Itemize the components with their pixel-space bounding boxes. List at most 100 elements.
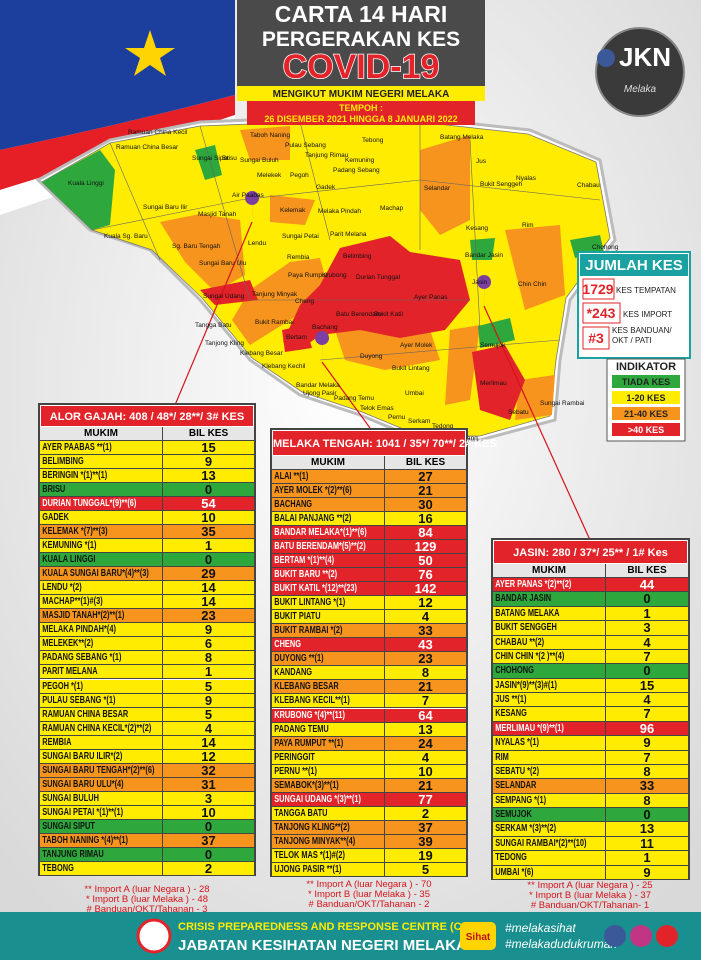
- case-count: 9: [605, 865, 688, 880]
- mukim-name: KUALA SUNGAI BARU*(4)**(3): [42, 568, 149, 580]
- footer-bar: [0, 912, 701, 960]
- case-count: 3: [162, 791, 254, 806]
- mukim-cell: BUKIT SENGGEH: [493, 621, 605, 636]
- case-count: 29: [162, 567, 254, 582]
- instagram-icon[interactable]: [630, 925, 652, 947]
- mukim-name: KLEBANG BESAR: [274, 681, 339, 693]
- case-count: 7: [605, 707, 688, 722]
- case-count: 21: [384, 680, 466, 695]
- map-label: Cheng: [295, 298, 315, 305]
- mukim-cell: KRUBONG *(4)**(11): [272, 708, 384, 723]
- mukim-cell: PULAU SEBANG *(1): [40, 693, 162, 708]
- mukim-cell: DURIAN TUNGGAL*(9)**(6): [40, 497, 162, 512]
- map-label: Batu Berendam: [336, 311, 381, 318]
- mukim-cell: KEMUNING *(1): [40, 539, 162, 554]
- case-count: 9: [162, 693, 254, 708]
- map: [35, 116, 617, 541]
- mukim-cell: KANDANG: [272, 666, 384, 681]
- mukim-cell: BUKIT RAMBAI *(2): [272, 624, 384, 639]
- mukim-name: BUKIT LINTANG *(1): [274, 597, 346, 609]
- legend-label: >40 KES: [628, 425, 664, 435]
- case-count: 54: [162, 497, 254, 512]
- title-covid: COVID-19: [283, 48, 440, 86]
- mukim-cell: REMBIA: [40, 735, 162, 750]
- legend-swatch: [612, 407, 680, 420]
- map-label: Paya Rumput: [288, 272, 328, 279]
- mukim-name: BALAI PANJANG **(2): [274, 513, 352, 525]
- map-label: Tangga Batu: [195, 322, 232, 329]
- map-label: Sungai Baru Ulu: [199, 260, 247, 267]
- footnote: ** Import A (luar Negara ) - 25: [527, 880, 653, 891]
- mukim-name: KRUBONG *(4)**(11): [274, 709, 345, 721]
- district-title: MELAKA TENGAH: 1041 / 35*/ 70**/ 2# KES: [272, 430, 497, 456]
- case-count: 5: [384, 862, 466, 877]
- summary-title: JUMLAH KES: [585, 257, 683, 274]
- mukim-cell: CHOHONG: [493, 664, 605, 679]
- case-count: 14: [162, 735, 254, 750]
- hashtag: #melakasihat: [505, 921, 576, 935]
- map-label: Tanjong Kling: [205, 340, 244, 347]
- map-label: Serkam: [408, 418, 430, 425]
- map-label: Tanjung Rimau: [305, 152, 349, 159]
- mukim-name: RIM: [495, 751, 509, 763]
- mukim-cell: PERINGGIT: [272, 750, 384, 765]
- mukim-cell: RAMUAN CHINA BESAR: [40, 707, 162, 722]
- mukim-name: SELANDAR: [495, 780, 537, 792]
- mukim-cell: BANDAR JASIN: [493, 592, 605, 607]
- case-count: 10: [384, 764, 466, 779]
- summary-value-box: [582, 302, 621, 324]
- mukim-cell: CHABAU **(2): [493, 635, 605, 650]
- mukim-name: BATU BERENDAM*(5)**(2): [274, 541, 366, 553]
- footnote: * Import B (luar Melaka ) - 37: [529, 890, 651, 901]
- map-label: Semujok: [480, 342, 506, 349]
- column-header: BIL KES: [162, 427, 254, 441]
- mukim-name: DURIAN TUNGGAL*(9)**(6): [42, 498, 137, 510]
- mukim-cell: SUNGAI BARU ILIR*(2): [40, 749, 162, 764]
- case-count: 7: [605, 750, 688, 765]
- youtube-icon[interactable]: [656, 925, 678, 947]
- map-label: Duyong: [360, 353, 383, 360]
- map-label: Telok Emas: [360, 405, 394, 412]
- case-count: 142: [384, 582, 466, 597]
- footnote: * Import B (luar Melaka ) - 48: [86, 894, 208, 905]
- mukim-cell: SUNGAI BARU TENGAH*(2)**(6): [40, 763, 162, 778]
- case-count: 43: [384, 638, 466, 653]
- mukim-cell: JUS **(1): [493, 693, 605, 708]
- map-label: Sungai Udang: [203, 293, 245, 300]
- mukim-cell: AYER MOLEK *(2)**(6): [272, 484, 384, 499]
- case-count: 23: [162, 609, 254, 624]
- map-label: Ujong Pasir: [303, 390, 337, 397]
- map-label: Durian Tunggal: [356, 274, 401, 281]
- mukim-cell: PADANG SEBANG *(1): [40, 651, 162, 666]
- mukim-cell: MELEKEK**(2): [40, 637, 162, 652]
- legend-label: 21-40 KES: [624, 409, 668, 419]
- mukim-cell: KELEMAK *(7)**(3): [40, 525, 162, 540]
- mukim-name: GADEK: [42, 512, 69, 524]
- legend-title: INDIKATOR: [616, 361, 676, 373]
- map-label: Bandar Jasin: [465, 252, 503, 259]
- logo-place: Melaka: [624, 84, 657, 95]
- map-label: Kemuning: [345, 157, 375, 164]
- case-count: 21: [384, 778, 466, 793]
- case-count: 21: [384, 484, 466, 499]
- map-label: Chabau: [577, 182, 600, 189]
- case-count: 0: [162, 553, 254, 568]
- map-label: Masjid Tanah: [198, 211, 237, 218]
- case-count: 50: [384, 554, 466, 569]
- mukim-cell: PERNU **(1): [272, 764, 384, 779]
- mukim-cell: SELANDAR: [493, 779, 605, 794]
- mukim-name: PERINGGIT: [274, 751, 315, 763]
- facebook-icon[interactable]: [604, 925, 626, 947]
- map-label: Rembia: [287, 254, 310, 261]
- mukim-cell: KUALA LINGGI: [40, 553, 162, 568]
- mukim-name: BUKIT BARU **(2): [274, 569, 338, 581]
- mukim-cell: MASJID TANAH*(2)**(1): [40, 609, 162, 624]
- case-count: 5: [162, 679, 254, 694]
- mukim-name: CHABAU **(2): [495, 636, 545, 648]
- footnote: # Banduan/OKT/Tahanan - 2: [308, 899, 430, 910]
- mukim-cell: LENDU *(2): [40, 581, 162, 596]
- summary-header: [580, 254, 688, 276]
- case-count: 4: [384, 610, 466, 625]
